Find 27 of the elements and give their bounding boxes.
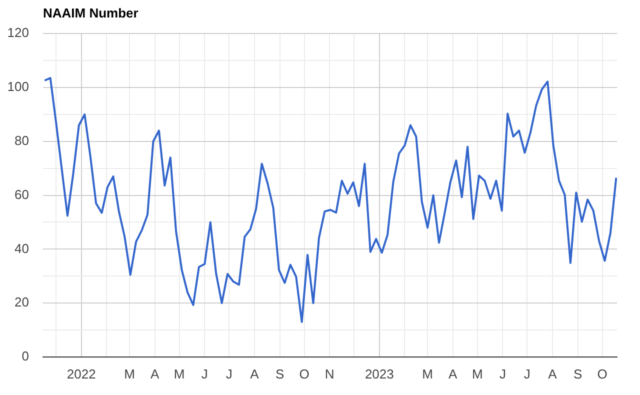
y-tick-label: 40 [14,240,29,256]
x-tick-label: J [226,366,232,382]
x-tick-label: O [299,366,310,382]
x-tick-label: S [275,366,284,382]
x-tick-label: J [499,366,506,382]
x-tick-label: M [472,366,483,382]
x-tick-label: A [448,366,458,382]
y-tick-label: 120 [7,25,29,40]
x-tick-label: A [250,366,260,382]
x-tick-label: 2023 [364,366,394,382]
x-tick-label: M [124,366,135,382]
x-tick-label: M [422,366,433,382]
y-tick-label: 60 [14,186,29,202]
x-tick-label: 2022 [66,366,96,382]
y-tick-label: 100 [7,79,29,94]
y-tick-label: 20 [14,294,29,310]
y-tick-label: 0 [22,348,29,364]
x-tick-label: A [548,366,558,382]
x-tick-label: J [524,366,530,382]
y-tick-label: 80 [14,132,29,148]
chart-title: NAAIM Number [43,5,138,20]
x-tick-label: S [573,366,582,382]
x-tick-label: N [324,366,334,382]
x-tick-label: A [150,366,160,382]
x-tick-label: O [597,366,608,382]
x-tick-label: M [174,366,185,382]
x-tick-label: J [201,366,208,382]
